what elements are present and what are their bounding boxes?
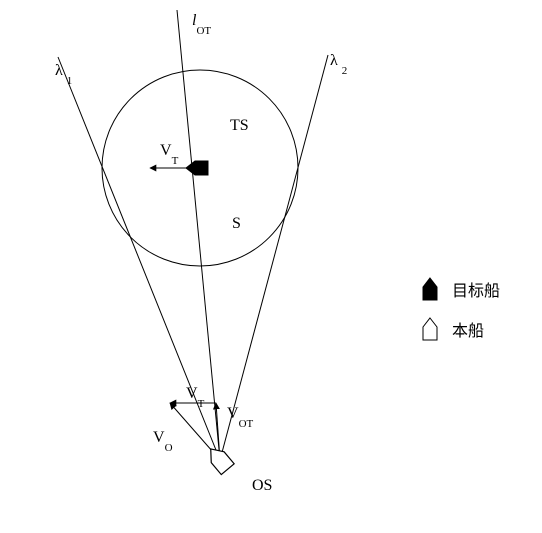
os-label: OS: [252, 477, 272, 494]
legend-own-label: 本船: [452, 322, 484, 340]
legend-target-label: 目标船: [452, 282, 500, 300]
lot-label: lOT: [192, 12, 211, 37]
vot-label: VOT: [227, 405, 254, 430]
vo-label: VO: [153, 429, 173, 454]
vt-bottom-label: VT: [186, 385, 205, 410]
s-label: S: [232, 215, 241, 232]
lambda2-label: λ 2: [330, 52, 347, 77]
lambda2-line: [220, 55, 328, 460]
lot-line: [177, 10, 220, 460]
ts-label: TS: [230, 117, 249, 134]
legend-own-ship-icon: [423, 318, 437, 340]
lambda1-label: λ 1: [55, 62, 72, 87]
target-ship-icon: [186, 161, 208, 175]
legend-target-ship-icon: [423, 278, 437, 300]
vt-top-label: VT: [160, 142, 179, 167]
